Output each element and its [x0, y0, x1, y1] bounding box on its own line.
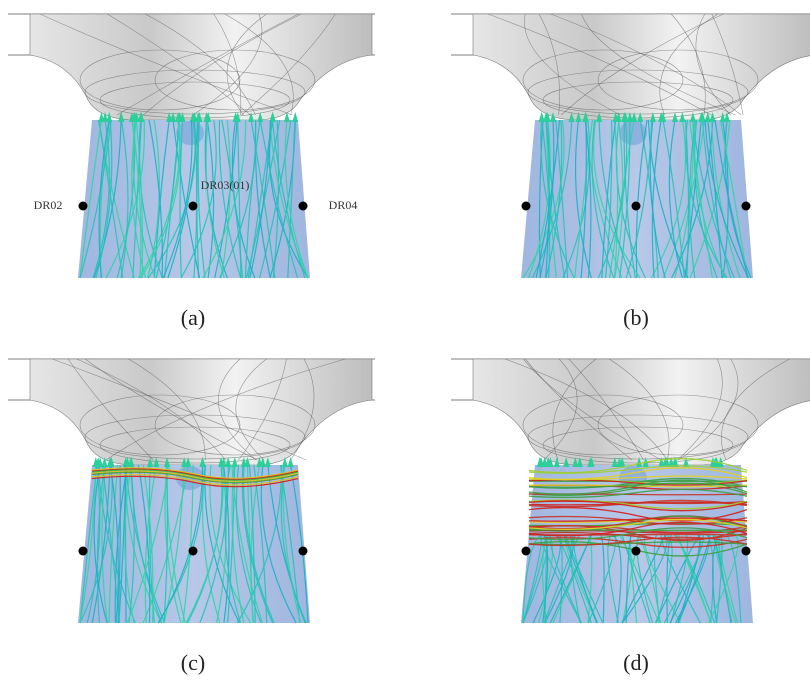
probe-point: [742, 202, 751, 211]
page: DR02DR03(01)DR04(a)(b)(c)(d) (() => { co…: [0, 0, 810, 686]
probe-point: [79, 202, 88, 211]
probe-point: [522, 547, 531, 556]
probe-point: [189, 547, 198, 556]
probe-point: [632, 202, 641, 211]
panel-label: (a): [181, 305, 205, 330]
figure: DR02 DR03(01) DR04 (a) (b) (c) (d): [0, 0, 810, 686]
panel-label: (d): [623, 650, 649, 675]
runner: [473, 14, 810, 120]
panel-label: (c): [181, 650, 205, 675]
probe-label: DR02: [34, 198, 63, 212]
panel: (d): [451, 359, 810, 675]
probe-point: [742, 547, 751, 556]
probe-point: [299, 547, 308, 556]
probe-point: [632, 547, 641, 556]
probe-point: [299, 202, 308, 211]
panel: DR02 DR03(01) DR04 (a): [8, 14, 375, 330]
panel: (c): [8, 359, 375, 675]
probe-point: [79, 547, 88, 556]
arrow: [539, 112, 545, 122]
arrow: [288, 457, 294, 467]
panel-label: (b): [623, 305, 649, 330]
probe-label: DR03(01): [201, 178, 250, 192]
probe-point: [522, 202, 531, 211]
panel: (b): [451, 14, 810, 330]
runner: [30, 359, 372, 465]
probe-label: DR04: [329, 198, 358, 212]
probe-point: [189, 202, 198, 211]
runner: [30, 14, 372, 120]
